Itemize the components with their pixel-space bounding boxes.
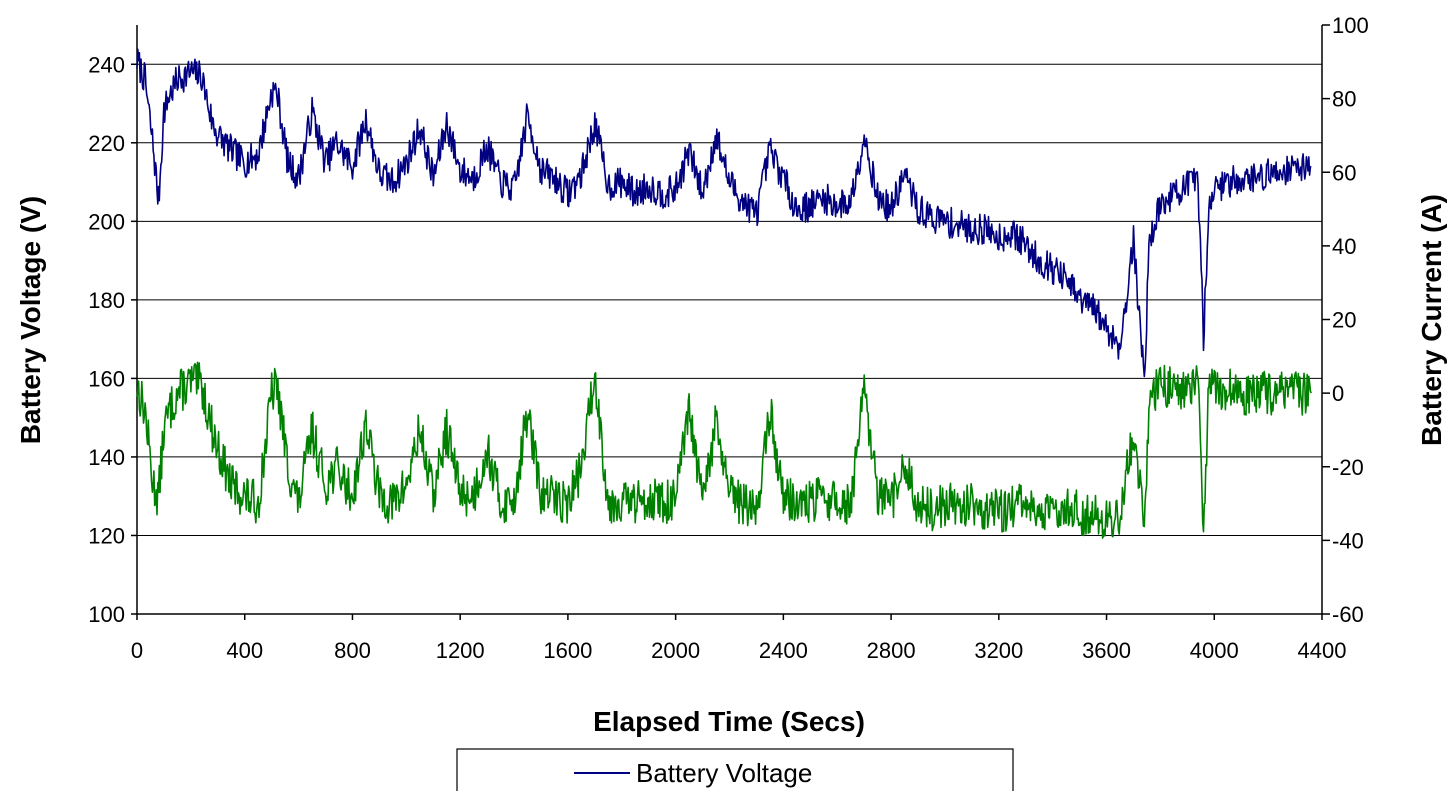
y-tick-label: 240 [88, 52, 125, 77]
x-tick-label: 4400 [1298, 638, 1347, 663]
y-tick-label: 220 [88, 131, 125, 156]
y2-tick-label: -20 [1332, 455, 1364, 480]
y2-tick-label: 80 [1332, 87, 1356, 112]
x-tick-label: 1200 [436, 638, 485, 663]
legend: Battery Voltage [456, 748, 1014, 791]
y-tick-label: 140 [88, 445, 125, 470]
y2-tick-label: 60 [1332, 160, 1356, 185]
legend-box [456, 748, 1014, 791]
y2-tick-label: 20 [1332, 308, 1356, 333]
y-tick-label: 180 [88, 288, 125, 313]
legend-label-voltage: Battery Voltage [636, 758, 812, 788]
y2-tick-label: 100 [1332, 13, 1369, 38]
y-tick-label: 120 [88, 523, 125, 548]
series-line-current [136, 361, 1312, 539]
x-tick-label: 400 [226, 638, 263, 663]
y-tick-label: 160 [88, 366, 125, 391]
x-tick-label: 800 [334, 638, 371, 663]
y-tick-label: 200 [88, 209, 125, 234]
x-tick-label: 3200 [974, 638, 1023, 663]
x-tick-label: 2400 [759, 638, 808, 663]
ticks: 100 120 140 160 180 200 220 240 -60 -40 -20 0 20 40 60… [88, 13, 1368, 663]
x-tick-label: 1600 [543, 638, 592, 663]
x-tick-label: 3600 [1082, 638, 1131, 663]
x-axis-title: Elapsed Time (Secs) [593, 706, 865, 737]
series-lines [136, 48, 1312, 539]
gridlines [137, 63, 1322, 536]
y2-tick-label: -60 [1332, 602, 1364, 627]
y-tick-label: 100 [88, 602, 125, 627]
x-tick-label: 0 [131, 638, 143, 663]
y2-tick-label: -40 [1332, 528, 1364, 553]
series-line-voltage [136, 48, 1312, 378]
y2-tick-label: 40 [1332, 234, 1356, 259]
x-tick-label: 2800 [867, 638, 916, 663]
x-tick-label: 2000 [651, 638, 700, 663]
y2-tick-label: 0 [1332, 381, 1344, 406]
x-tick-label: 4000 [1190, 638, 1239, 663]
y-axis-title: Battery Voltage (V) [15, 196, 46, 444]
y2-axis-title: Battery Current (A) [1416, 194, 1447, 446]
